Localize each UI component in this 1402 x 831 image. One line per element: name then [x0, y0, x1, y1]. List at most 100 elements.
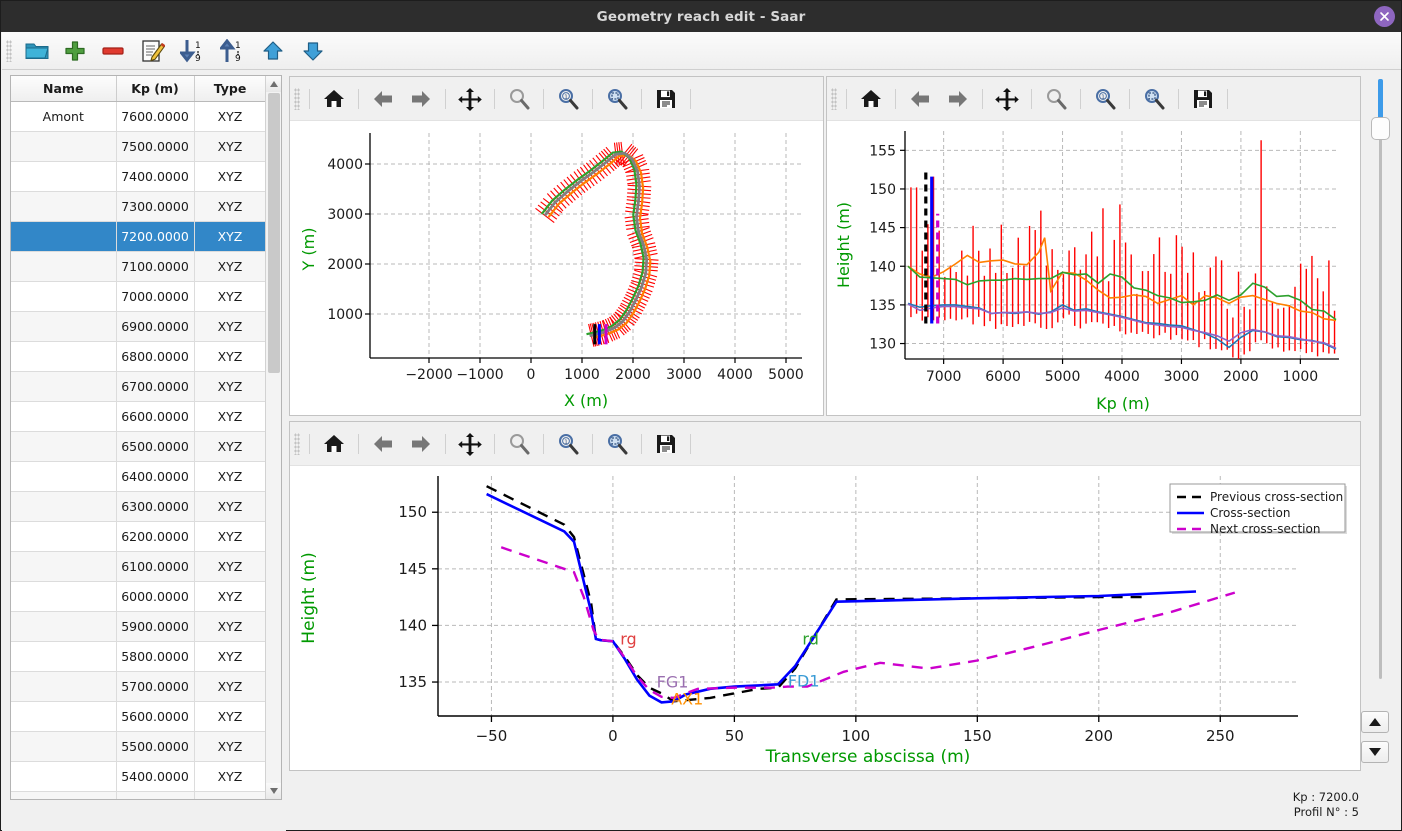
toolbar-grip[interactable]	[831, 87, 837, 110]
cell-kp[interactable]: 5600.0000	[116, 701, 195, 732]
cell-kp[interactable]: 6400.0000	[116, 461, 195, 492]
up-arrow-button[interactable]	[1361, 711, 1389, 733]
cell-type[interactable]: XYZ	[194, 581, 267, 612]
cell-type[interactable]: XYZ	[194, 191, 267, 222]
cell-kp[interactable]: 6100.0000	[116, 551, 195, 582]
cell-kp[interactable]: 7300.0000	[116, 191, 195, 222]
cell-type[interactable]	[194, 791, 267, 799]
cell-name[interactable]	[11, 671, 117, 702]
cell-type[interactable]: XYZ	[194, 761, 267, 792]
cell-kp[interactable]: 5700.0000	[116, 671, 195, 702]
cell-type[interactable]: XYZ	[194, 311, 267, 342]
table-row[interactable]: 5900.0000 XYZ	[11, 611, 267, 642]
toolbar-grip[interactable]	[6, 39, 12, 62]
cell-type[interactable]: XYZ	[194, 461, 267, 492]
edit-button[interactable]	[136, 35, 170, 67]
save-figure-button[interactable]	[647, 427, 685, 461]
slider-knob[interactable]	[1371, 117, 1390, 140]
remove-button[interactable]	[96, 35, 130, 67]
cell-type[interactable]: XYZ	[194, 101, 267, 132]
table-row[interactable]: 6900.0000 XYZ	[11, 311, 267, 342]
cell-name[interactable]	[11, 761, 117, 792]
cell-name[interactable]	[11, 611, 117, 642]
home-button[interactable]	[315, 82, 353, 116]
cell-type[interactable]: XYZ	[194, 431, 267, 462]
forward-button[interactable]	[402, 427, 440, 461]
zoom-out-button[interactable]	[500, 427, 538, 461]
cell-name[interactable]	[11, 371, 117, 402]
cell-type[interactable]: XYZ	[194, 671, 267, 702]
plan-view-canvas[interactable]: 1000 2000 3000 4000 −2000 −1000 0 1000 2000 3…	[290, 121, 823, 415]
cell-type[interactable]: XYZ	[194, 731, 267, 762]
add-button[interactable]	[58, 35, 92, 67]
cell-name[interactable]	[11, 311, 117, 342]
cell-kp[interactable]: 7400.0000	[116, 161, 195, 192]
pan-button[interactable]	[451, 82, 489, 116]
cell-name[interactable]	[11, 581, 117, 612]
cell-kp[interactable]: 7000.0000	[116, 281, 195, 312]
move-down-button[interactable]	[296, 35, 330, 67]
cell-name[interactable]	[11, 251, 117, 282]
cell-type[interactable]: XYZ	[194, 221, 267, 252]
cell-type[interactable]: XYZ	[194, 641, 267, 672]
cell-type[interactable]: XYZ	[194, 611, 267, 642]
cell-kp[interactable]: 7200.0000	[116, 221, 195, 252]
toolbar-grip[interactable]	[294, 87, 300, 110]
cell-name[interactable]	[11, 131, 117, 162]
forward-button[interactable]	[402, 82, 440, 116]
cell-kp[interactable]: 6700.0000	[116, 371, 195, 402]
cell-kp[interactable]: 6200.0000	[116, 521, 195, 552]
zoom-out-button[interactable]	[1037, 82, 1075, 116]
table-row[interactable]: 6800.0000 XYZ	[11, 341, 267, 372]
scrollbar-thumb[interactable]	[268, 93, 280, 373]
cell-name[interactable]	[11, 161, 117, 192]
scroll-down-button[interactable]	[266, 783, 281, 799]
back-button[interactable]	[364, 82, 402, 116]
sort-ascending-button[interactable]: 1 9	[216, 35, 250, 67]
cell-name[interactable]	[11, 731, 117, 762]
table-row[interactable]: 6000.0000 XYZ	[11, 581, 267, 612]
cell-name[interactable]	[11, 221, 117, 252]
cell-type[interactable]: XYZ	[194, 281, 267, 312]
cell-kp[interactable]	[116, 791, 195, 799]
save-figure-button[interactable]	[647, 82, 685, 116]
table-row[interactable]: 6300.0000 XYZ	[11, 491, 267, 522]
table-scrollbar[interactable]	[265, 76, 281, 799]
cell-name[interactable]	[11, 791, 117, 799]
cell-name[interactable]	[11, 701, 117, 732]
cell-kp[interactable]: 7500.0000	[116, 131, 195, 162]
table-row[interactable]: 5500.0000 XYZ	[11, 731, 267, 762]
cell-name[interactable]	[11, 641, 117, 672]
table-row[interactable]: 6400.0000 XYZ	[11, 461, 267, 492]
sort-descending-button[interactable]: 1 9	[176, 35, 210, 67]
toolbar-grip[interactable]	[294, 432, 300, 455]
table-row[interactable]: 6600.0000 XYZ	[11, 401, 267, 432]
table-row[interactable]: 5700.0000 XYZ	[11, 671, 267, 702]
cell-name[interactable]	[11, 341, 117, 372]
cell-type[interactable]: XYZ	[194, 491, 267, 522]
table-row[interactable]: 6700.0000 XYZ	[11, 371, 267, 402]
home-button[interactable]	[852, 82, 890, 116]
cell-type[interactable]: XYZ	[194, 341, 267, 372]
move-up-button[interactable]	[256, 35, 290, 67]
zoom-one-button[interactable]: 1	[549, 82, 587, 116]
cell-kp[interactable]: 7600.0000	[116, 101, 195, 132]
table-row[interactable]	[11, 791, 267, 799]
table-row[interactable]: 5400.0000 XYZ	[11, 761, 267, 792]
home-button[interactable]	[315, 427, 353, 461]
cell-kp[interactable]: 5800.0000	[116, 641, 195, 672]
down-arrow-button[interactable]	[1361, 741, 1389, 763]
table-row[interactable]: 5800.0000 XYZ	[11, 641, 267, 672]
cell-name[interactable]	[11, 431, 117, 462]
zoom-out-button[interactable]	[500, 82, 538, 116]
table-row[interactable]: 6100.0000 XYZ	[11, 551, 267, 582]
cell-name[interactable]: Amont	[11, 101, 117, 132]
table-row[interactable]: 7200.0000 XYZ	[11, 221, 267, 252]
profile-slider[interactable]	[1369, 79, 1391, 679]
longitudinal-profile-canvas[interactable]: 7000 6000 5000 4000 3000 2000 1000 130 135 140 145…	[827, 121, 1360, 415]
cell-kp[interactable]: 5400.0000	[116, 761, 195, 792]
cell-kp[interactable]: 6500.0000	[116, 431, 195, 462]
cell-type[interactable]: XYZ	[194, 251, 267, 282]
zoom-rect-button[interactable]	[1135, 82, 1173, 116]
cell-kp[interactable]: 7100.0000	[116, 251, 195, 282]
